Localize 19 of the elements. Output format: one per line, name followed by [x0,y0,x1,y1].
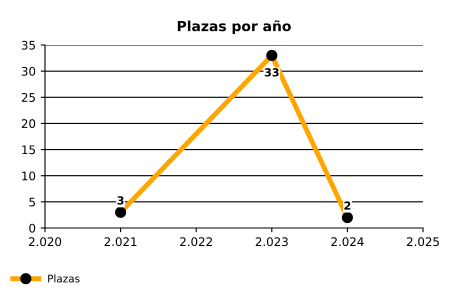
legend-label: Plazas [48,274,80,282]
x-tick-label: 2.020 [28,237,62,246]
chart-title: Plazas por año [178,20,291,34]
x-tick-label: 2.022 [180,237,212,246]
y-tick-label: 20 [22,119,36,128]
x-tick-label: 2.021 [104,237,136,246]
data-label: 3 [117,196,124,205]
data-label: 2 [344,201,350,210]
x-tick-label: 2.023 [256,237,288,246]
x-tick-label: 2.025 [406,237,439,246]
y-tick-label: 30 [22,66,36,76]
y-tick-label: 0 [29,224,36,233]
data-label: 33 [264,68,279,77]
y-tick-label: 5 [29,198,35,207]
y-tick-label: 15 [22,145,35,154]
y-tick-label: 10 [22,171,36,180]
x-tick-label: 2.024 [331,237,364,246]
y-tick-label: 35 [22,40,35,50]
y-tick-label: 25 [22,93,35,102]
